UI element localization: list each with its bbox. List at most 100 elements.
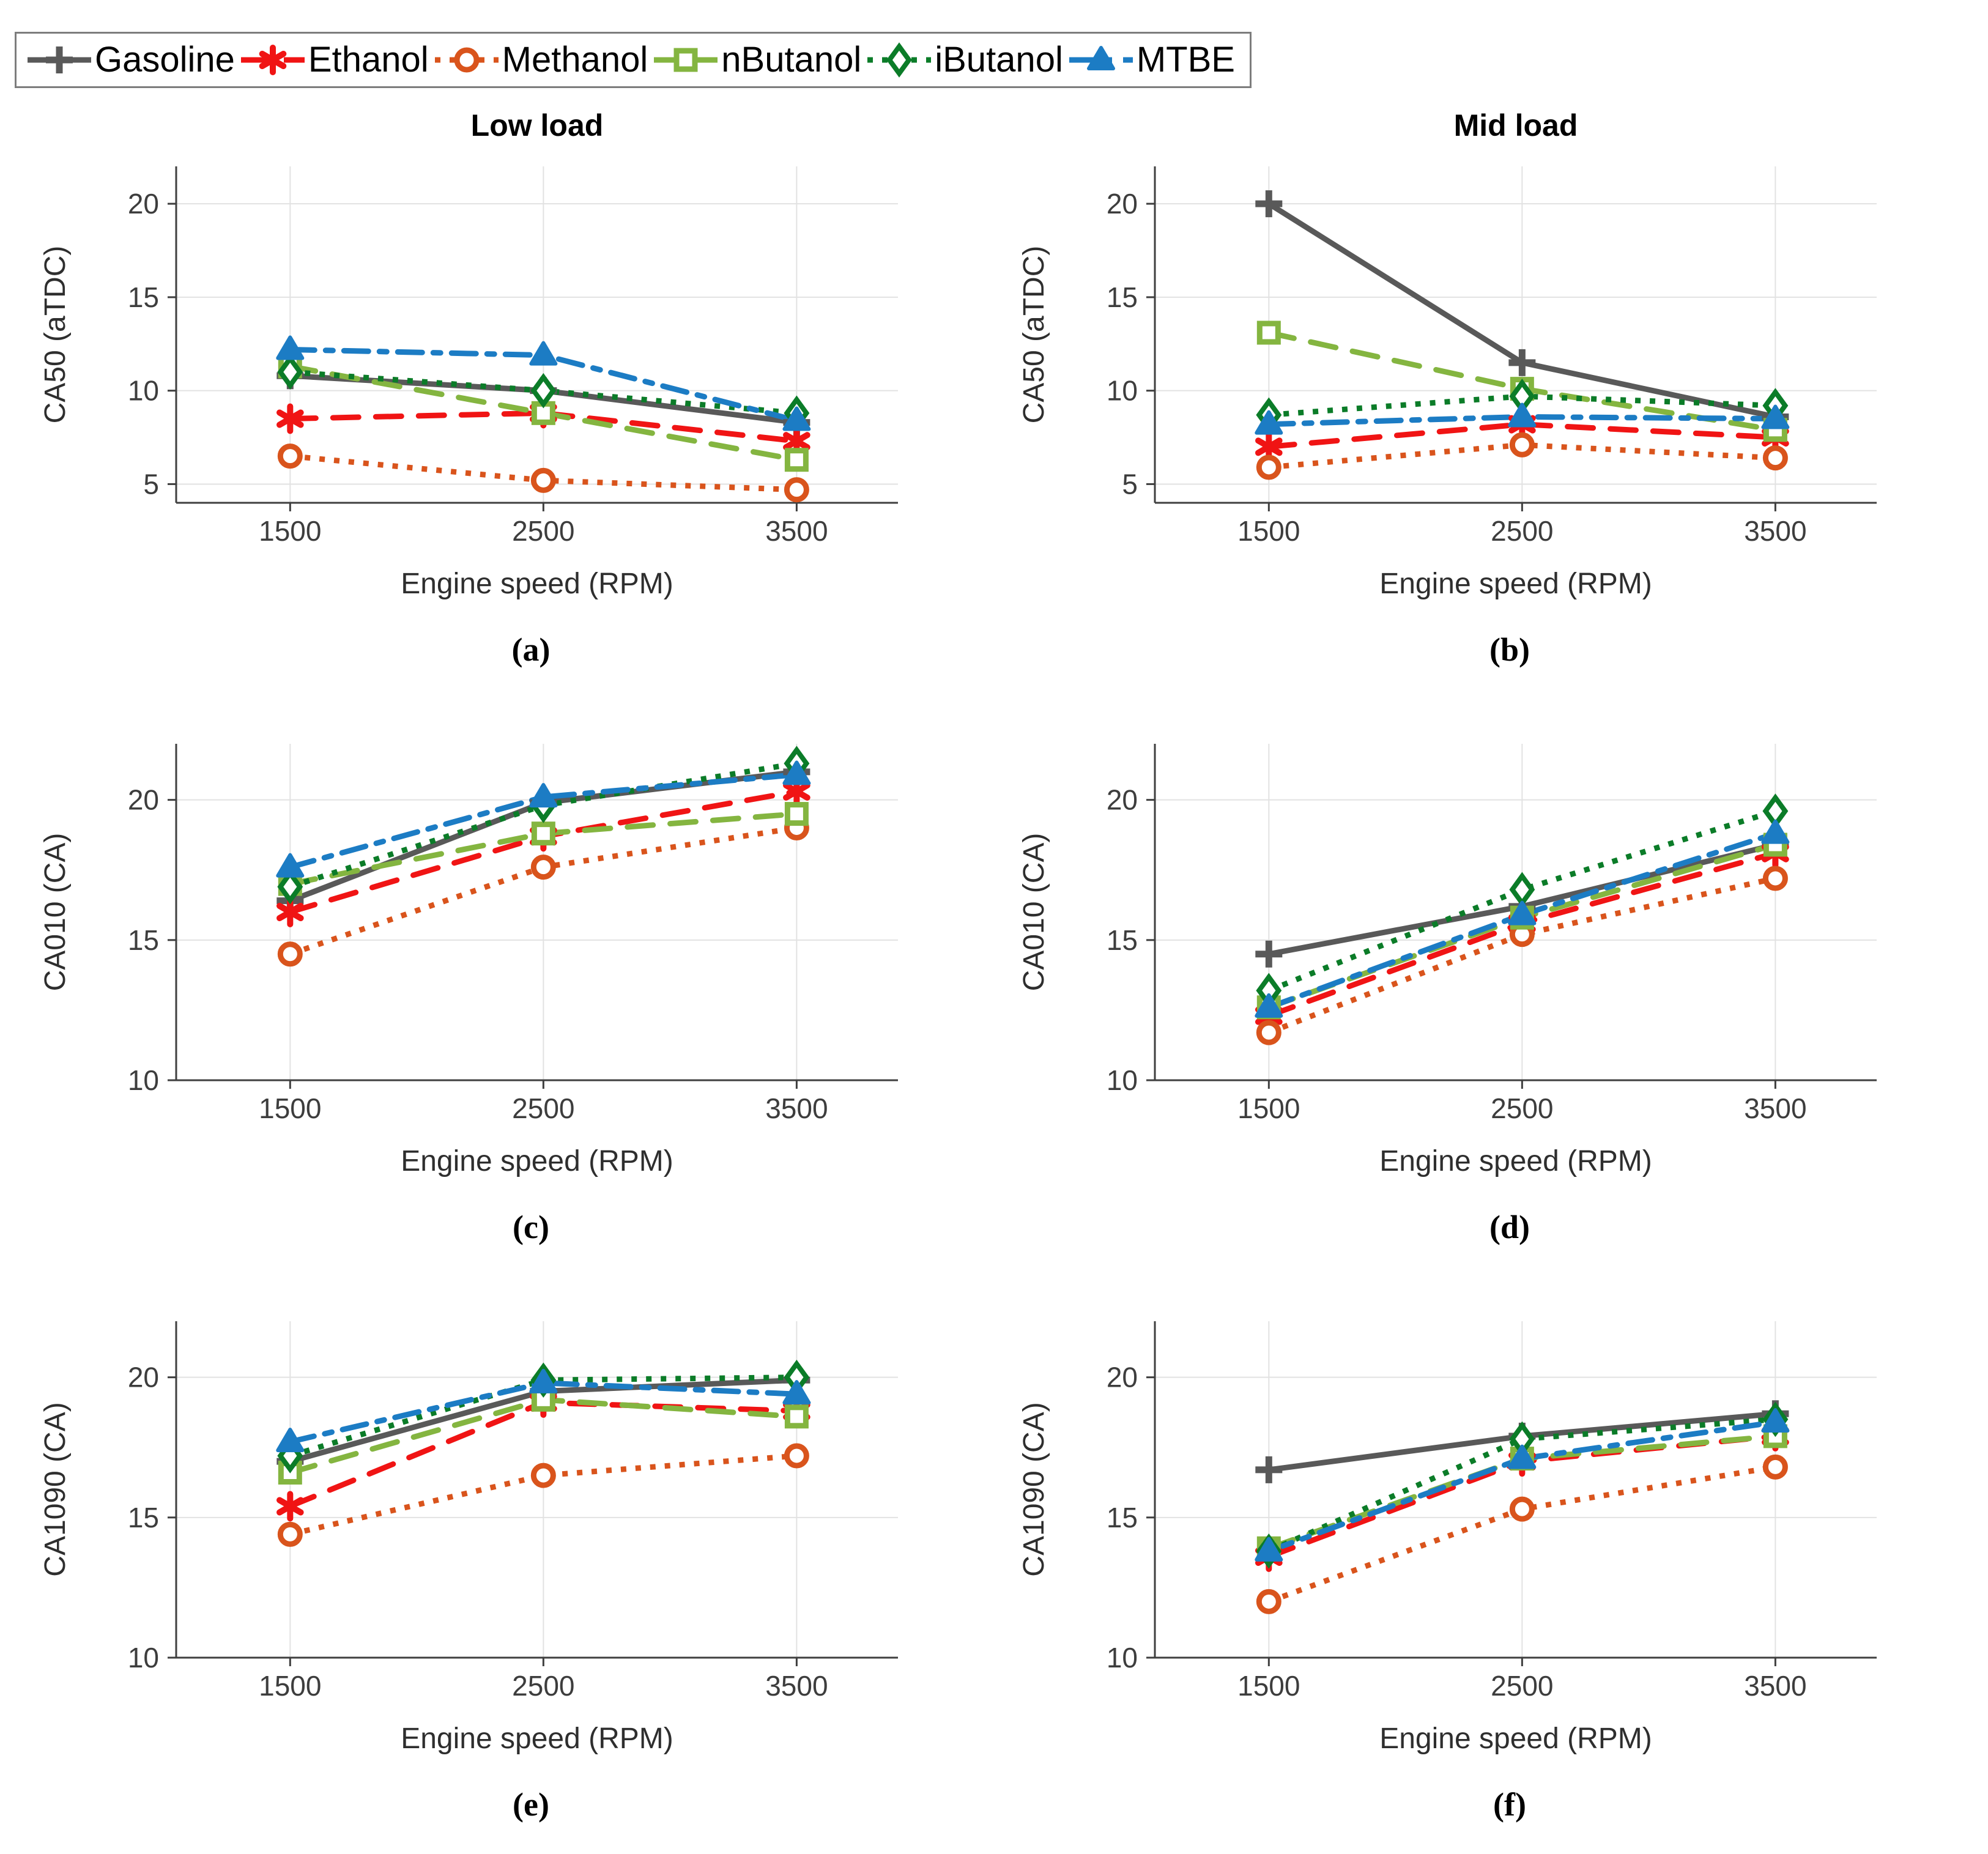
x-tick-label: 3500 [1744, 1092, 1806, 1124]
chart-ca1090-low-load: 1500 2500 3500 10 15 20 Engine speed (RPM) CA10… [39, 1321, 898, 1755]
chart-cell-e: 1500 2500 3500 10 15 20 Engine speed (RPM) CA10… [17, 1254, 971, 1831]
x-tick-label: 1500 [259, 515, 321, 547]
x-tick-label: 1500 [1237, 1092, 1300, 1124]
y-tick-label: 20 [128, 188, 159, 220]
legend: Gasoline Ethanol Methanol nButanol iButanol M… [15, 32, 1252, 88]
x-axis-label: Engine speed (RPM) [1379, 1722, 1652, 1755]
y-tick-label: 10 [128, 1064, 159, 1096]
y-tick-label: 10 [128, 1642, 159, 1674]
x-tick-label: 3500 [765, 1092, 828, 1124]
chart-caption-b: (b) [1489, 631, 1530, 668]
y-tick-label: 20 [1107, 784, 1138, 816]
legend-item-label: Methanol [502, 40, 648, 80]
legend-item-ibutanol: iButanol [865, 40, 1063, 80]
chart-caption-a: (a) [511, 631, 551, 668]
mtbe-legend-marker-icon [1069, 46, 1133, 70]
chart-cell-a: 1500 2500 3500 5 10 15 20 Low load Engine speed … [17, 99, 971, 677]
x-tick-label: 2500 [1491, 515, 1553, 547]
chart-cell-b: 1500 2500 3500 5 10 15 20 Mid load Engine speed … [996, 99, 1950, 677]
column-title: Mid load [1454, 108, 1578, 143]
axes: 1500 2500 3500 10 15 20 [1107, 744, 1877, 1124]
series-markers-ibutanol [277, 354, 810, 431]
x-tick-label: 1500 [259, 1670, 321, 1702]
series-markers-methanol [277, 443, 809, 503]
chart-caption-e: (e) [513, 1786, 549, 1823]
y-tick-label: 10 [1107, 1064, 1138, 1096]
legend-item-ethanol: Ethanol [239, 40, 429, 80]
y-tick-label: 15 [128, 1502, 159, 1533]
x-axis-label: Engine speed (RPM) [401, 1722, 673, 1755]
series-markers-mtbe [276, 760, 811, 878]
x-tick-label: 2500 [512, 1670, 574, 1702]
gasoline-legend-marker-icon [28, 46, 91, 73]
legend-item-label: Ethanol [308, 40, 429, 80]
axes: 1500 2500 3500 10 15 20 [128, 1321, 898, 1702]
x-tick-label: 1500 [1237, 1670, 1300, 1702]
y-tick-label: 20 [1107, 188, 1138, 220]
methanol-legend-marker-icon [434, 47, 499, 73]
y-tick-label: 15 [128, 281, 159, 313]
series-line-ibutanol [1267, 808, 1776, 993]
series-line-methanol [1267, 875, 1776, 1036]
x-tick-label: 1500 [1237, 515, 1300, 547]
y-tick-label: 20 [128, 1362, 159, 1393]
chart-cell-c: 1500 2500 3500 10 15 20 Engine speed (RPM) CA01… [17, 677, 971, 1254]
series-markers-mtbe [1255, 1408, 1790, 1562]
legend-item-label: MTBE [1136, 40, 1235, 80]
chart-ca010-mid-load: 1500 2500 3500 10 15 20 Engine speed (RPM) CA01… [1018, 744, 1877, 1177]
y-tick-label: 10 [1107, 1642, 1138, 1674]
nbutanol-legend-marker-icon [654, 48, 718, 72]
chart-caption-d: (d) [1489, 1209, 1530, 1245]
x-tick-label: 3500 [1744, 515, 1806, 547]
x-tick-label: 2500 [512, 1092, 574, 1124]
y-axis-label: CA50 (aTDC) [1018, 246, 1050, 424]
x-axis-label: Engine speed (RPM) [401, 568, 673, 600]
chart-ca1090-mid-load: 1500 2500 3500 10 15 20 Engine speed (RPM) CA10… [1018, 1321, 1877, 1755]
y-tick-label: 10 [128, 375, 159, 407]
column-title: Low load [471, 108, 604, 143]
series-line-mtbe [287, 771, 799, 870]
legend-item-methanol: Methanol [432, 40, 648, 80]
y-tick-label: 20 [1107, 1362, 1138, 1393]
y-tick-label: 10 [1107, 375, 1138, 407]
axes: 1500 2500 3500 10 15 20 [128, 744, 898, 1124]
x-tick-label: 2500 [512, 515, 574, 547]
series-markers-methanol [1256, 432, 1788, 480]
x-axis-label: Engine speed (RPM) [1379, 568, 1652, 600]
chart-caption-c: (c) [513, 1209, 549, 1245]
y-tick-label: 20 [128, 784, 159, 816]
legend-item-gasoline: Gasoline [25, 40, 235, 80]
chart-ca50-low-load: 1500 2500 3500 5 10 15 20 Low load Engine speed … [39, 108, 898, 600]
y-tick-label: 15 [1107, 924, 1138, 956]
x-tick-label: 2500 [1491, 1092, 1553, 1124]
y-axis-label: CA1090 (CA) [39, 1402, 72, 1576]
legend-item-label: Gasoline [95, 40, 235, 80]
chart-caption-f: (f) [1493, 1786, 1526, 1823]
series-line-ethanol [287, 410, 799, 444]
x-tick-label: 1500 [259, 1092, 321, 1124]
axes: 1500 2500 3500 5 10 15 20 [128, 166, 898, 547]
y-axis-label: CA50 (aTDC) [39, 246, 72, 424]
y-tick-label: 15 [1107, 281, 1138, 313]
series-line-methanol [289, 1453, 797, 1537]
chart-ca50-mid-load: 1500 2500 3500 5 10 15 20 Mid load Engine speed … [1018, 108, 1877, 600]
series-markers-mtbe [276, 1368, 811, 1453]
charts-grid: 1500 2500 3500 5 10 15 20 Low load Engine speed … [17, 99, 1988, 1831]
ibutanol-legend-marker-icon [867, 42, 932, 78]
legend-items: Gasoline Ethanol Methanol nButanol iButanol M… [25, 40, 1235, 80]
x-tick-label: 3500 [765, 1670, 828, 1702]
series-markers-mtbe [1255, 819, 1790, 1018]
legend-item-label: iButanol [935, 40, 1063, 80]
y-axis-label: CA1090 (CA) [1018, 1402, 1050, 1576]
series-markers-methanol [1256, 1454, 1788, 1614]
y-tick-label: 5 [1122, 468, 1138, 500]
x-axis-label: Engine speed (RPM) [1379, 1145, 1652, 1177]
legend-item-nbutanol: nButanol [651, 40, 861, 80]
axes: 1500 2500 3500 5 10 15 20 [1107, 166, 1877, 547]
ethanol-legend-marker-icon [240, 45, 305, 75]
series-line-ibutanol [1267, 1416, 1776, 1554]
y-tick-label: 5 [143, 468, 159, 500]
x-tick-label: 3500 [765, 515, 828, 547]
chart-cell-d: 1500 2500 3500 10 15 20 Engine speed (RPM) CA01… [996, 677, 1950, 1254]
y-axis-label: CA010 (CA) [1018, 833, 1050, 992]
